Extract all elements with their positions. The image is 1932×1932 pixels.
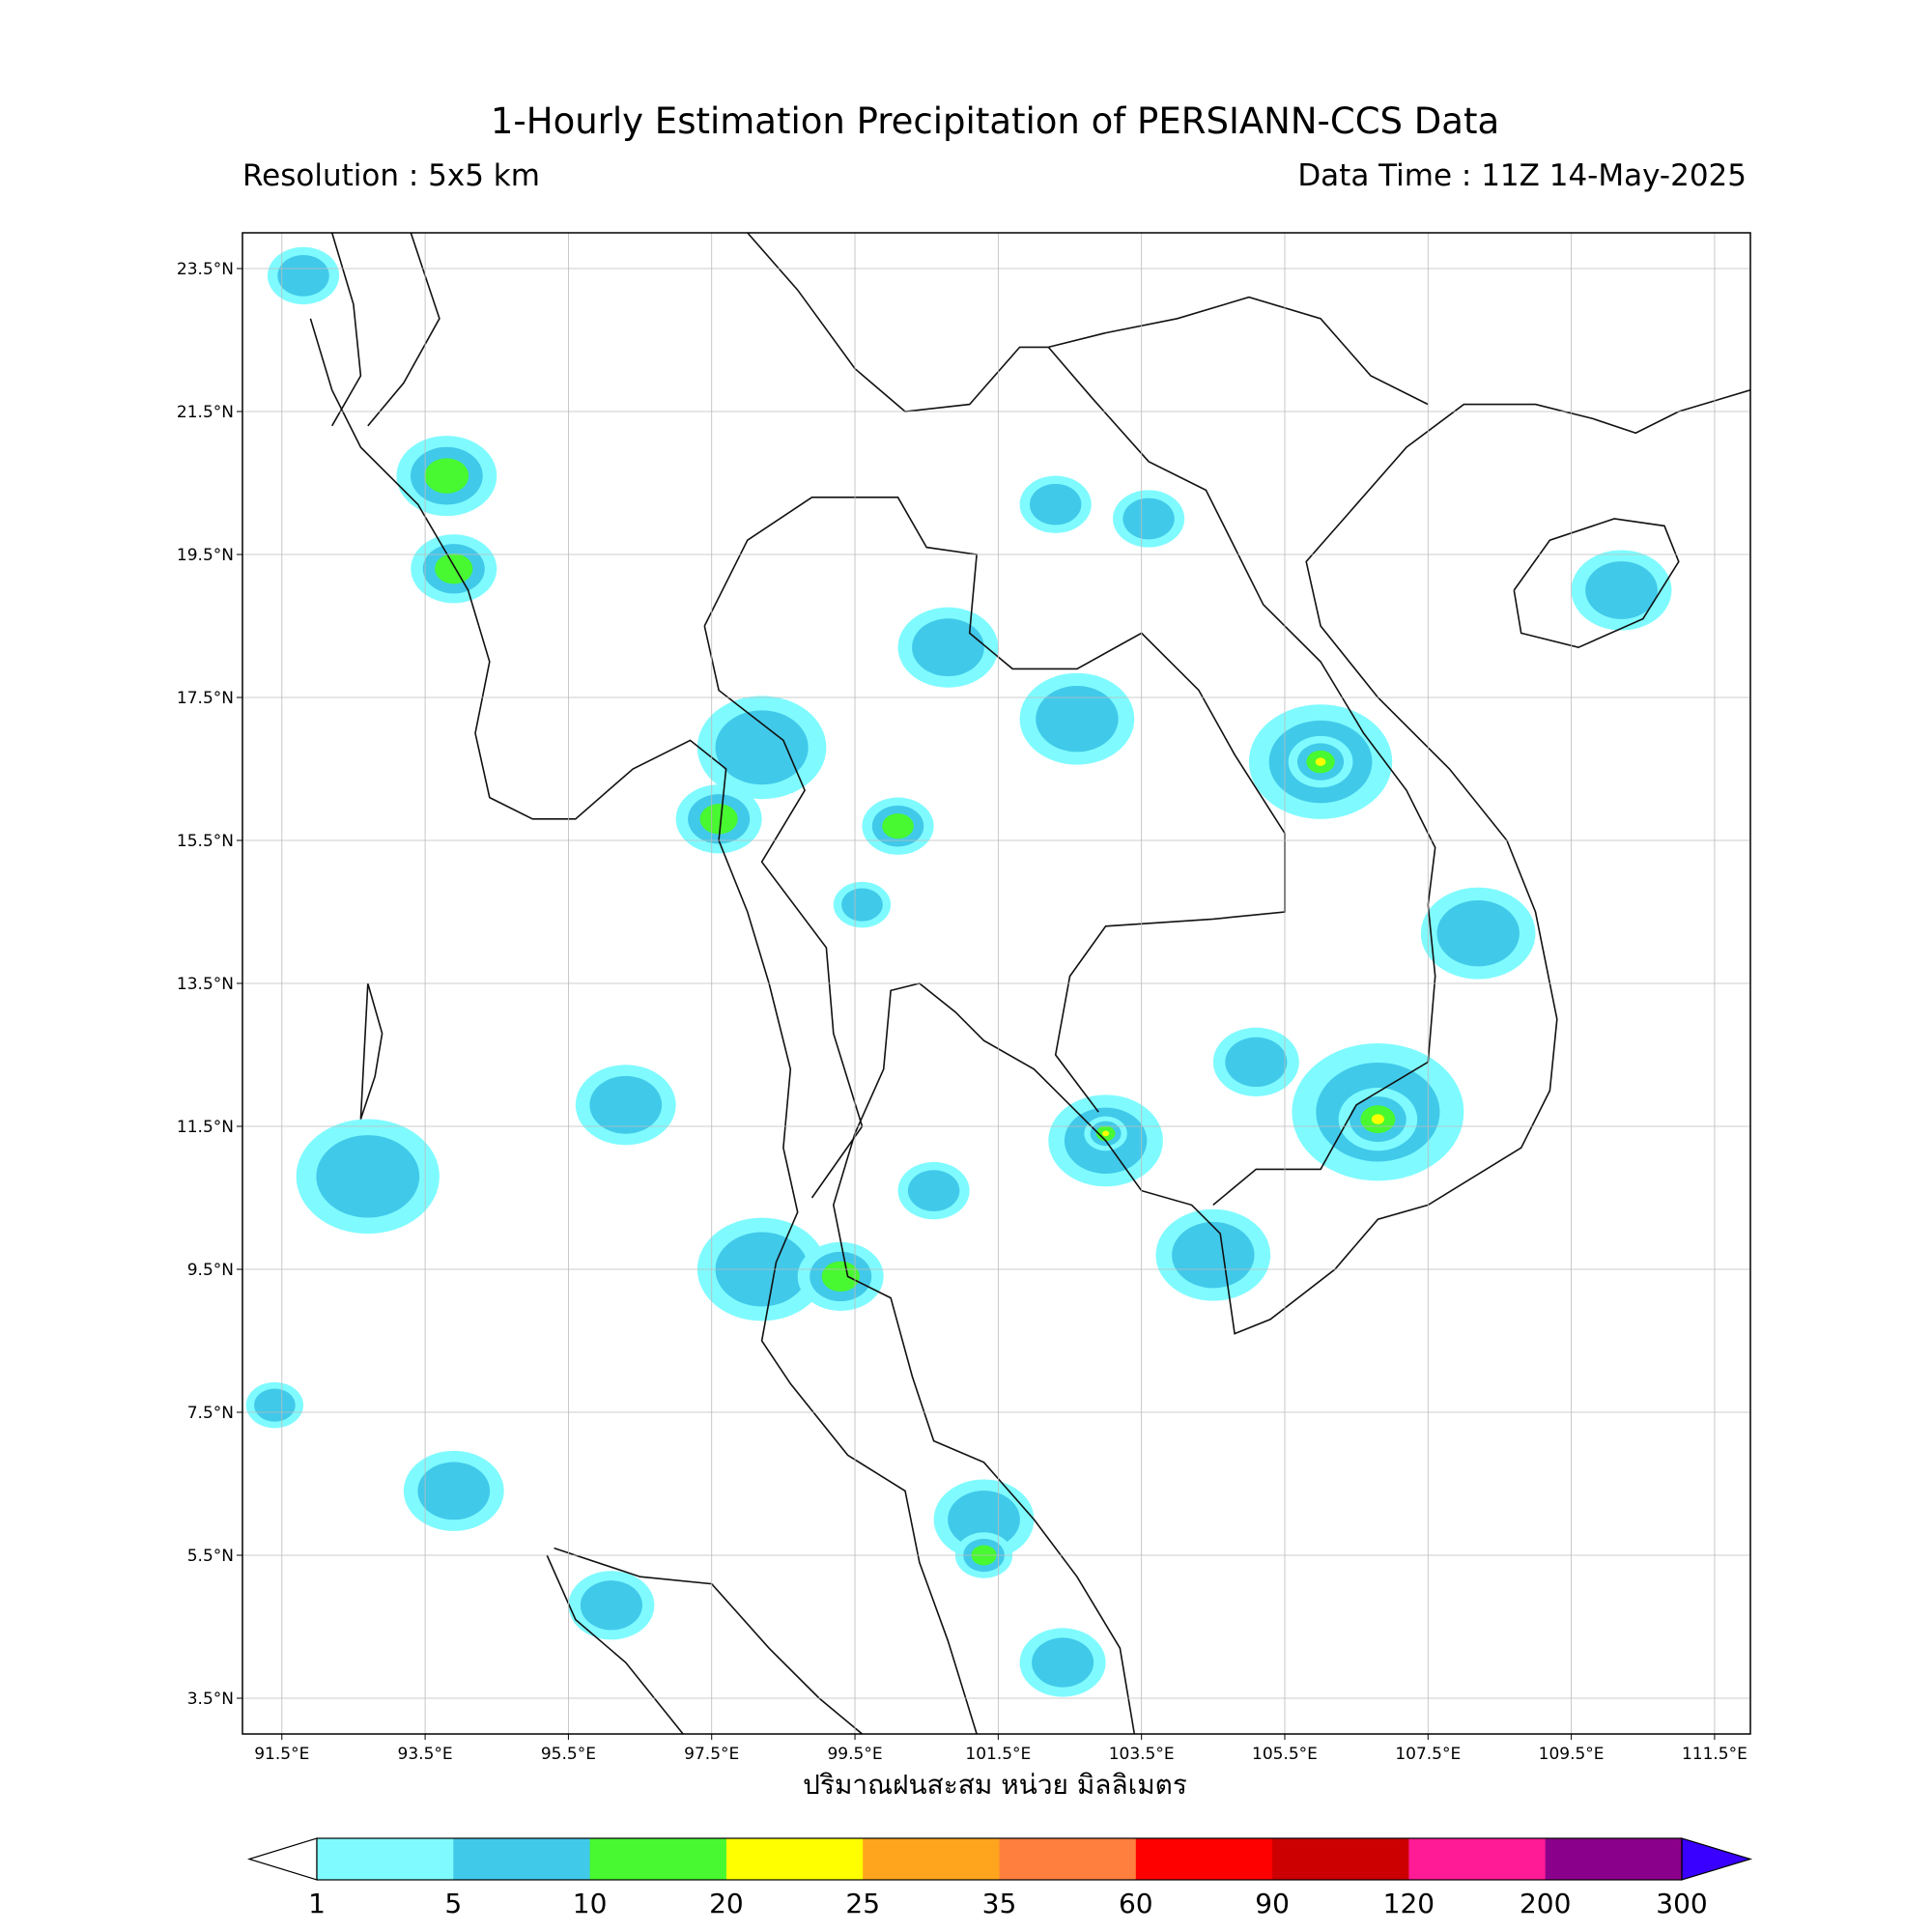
rain-cell (699, 804, 738, 835)
lat-tick-label: 17.5°N (177, 689, 234, 708)
rain-cell (1225, 1037, 1288, 1088)
lat-tick-label: 5.5°N (187, 1547, 234, 1566)
boundary-line (703, 497, 1286, 1113)
rain-cell (316, 1135, 420, 1218)
lon-tick-label: 97.5°E (684, 1745, 739, 1764)
rain-cell (580, 1580, 642, 1631)
rain-cell (882, 813, 914, 839)
rain-cell (589, 1075, 663, 1134)
chart-title: 1-Hourly Estimation Precipitation of PER… (490, 100, 1500, 142)
rain-cell (1371, 1114, 1384, 1124)
lon-tick-label: 91.5°E (254, 1745, 309, 1764)
boundary-line (359, 982, 384, 1120)
lon-tick-label: 93.5°E (398, 1745, 453, 1764)
rain-cell (841, 888, 883, 922)
rain-cell (277, 255, 329, 297)
rain-cell (1172, 1222, 1255, 1289)
lat-tick-label: 21.5°N (177, 403, 234, 422)
rain-cell (1102, 1130, 1110, 1137)
lat-tick-label: 13.5°N (177, 975, 234, 994)
boundary-line (309, 318, 978, 1734)
x-axis-label: ปริมาณฝนสะสม หน่วย มิลลิเมตร (803, 1769, 1187, 1801)
lat-tick-label: 19.5°N (177, 546, 234, 565)
rain-cell (1029, 483, 1082, 526)
lon-tick-label: 105.5°E (1252, 1745, 1318, 1764)
rain-cell (417, 1462, 491, 1520)
rain-cell (435, 554, 473, 584)
rain-cell (948, 1491, 1020, 1548)
rain-cell (1315, 757, 1326, 766)
rain-cell (907, 1170, 960, 1211)
boundary-line (832, 389, 1750, 1734)
boundary-line (330, 233, 362, 427)
rain-cell (1436, 900, 1520, 967)
boundary-line (1048, 296, 1429, 406)
lon-tick-label: 109.5°E (1539, 1745, 1605, 1764)
rain-cell (254, 1388, 296, 1422)
lon-tick-label: 99.5°E (827, 1745, 882, 1764)
boundary-line (367, 233, 440, 427)
lat-tick-label: 9.5°N (187, 1261, 234, 1280)
lat-tick-label: 3.5°N (187, 1690, 234, 1709)
rain-cell (1585, 561, 1658, 619)
data-time-label: Data Time : 11Z 14-May-2025 (1297, 158, 1747, 193)
resolution-label: Resolution : 5x5 km (242, 158, 540, 193)
lon-tick-label: 111.5°E (1682, 1745, 1747, 1764)
rain-cell (912, 618, 984, 677)
lon-tick-label: 95.5°E (541, 1745, 596, 1764)
lon-tick-label: 103.5°E (1109, 1745, 1175, 1764)
rain-cell (1036, 686, 1119, 753)
rain-cell (1122, 497, 1175, 540)
boundary-line (747, 233, 1049, 412)
lon-tick-label: 107.5°E (1395, 1745, 1461, 1764)
boundary-line (703, 625, 864, 1199)
boundary-line (554, 1547, 864, 1734)
lat-tick-label: 7.5°N (187, 1404, 234, 1423)
rain-cell (821, 1261, 860, 1293)
lat-tick-label: 11.5°N (177, 1118, 234, 1137)
rain-cell (715, 710, 809, 785)
rain-cell (1032, 1637, 1094, 1688)
lat-tick-label: 23.5°N (177, 260, 234, 279)
lat-tick-label: 15.5°N (177, 832, 234, 851)
rain-cell (424, 458, 469, 494)
lon-tick-label: 101.5°E (965, 1745, 1031, 1764)
map-plot-area (242, 233, 1750, 1734)
